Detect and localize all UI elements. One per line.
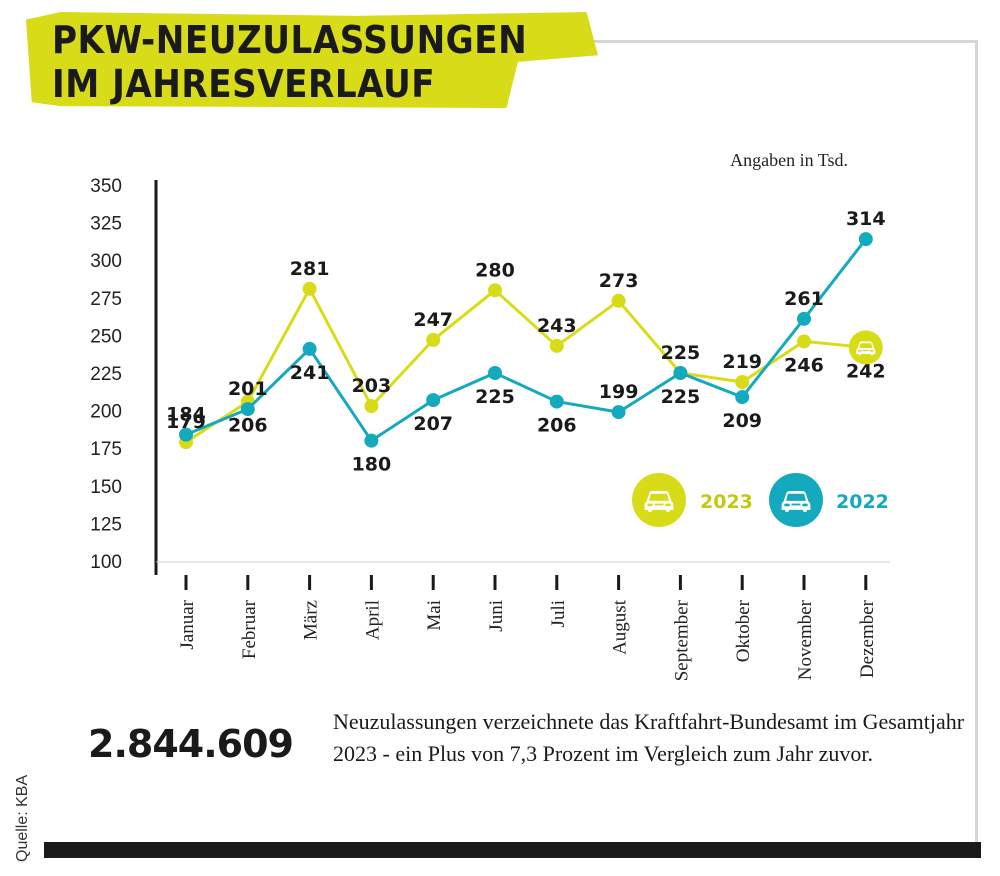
unit-note: Angaben in Tsd. (730, 150, 848, 170)
y-tick-label: 275 (90, 289, 122, 310)
title-line-1: PKW-NEUZULASSUNGEN (52, 18, 528, 62)
data-label: 243 (537, 315, 577, 337)
data-point (611, 405, 626, 420)
series-line-2022 (185, 238, 867, 443)
data-label: 199 (599, 381, 639, 403)
data-point (426, 393, 441, 408)
x-tick-label: Mai (424, 600, 445, 631)
x-tick-label: August (610, 599, 631, 655)
x-tick-label: Juli (548, 600, 569, 627)
data-label: 206 (537, 415, 577, 437)
data-label: 184 (166, 404, 206, 426)
y-tick-label: 125 (90, 514, 122, 535)
legend: 2023 2022 (632, 473, 889, 527)
data-point (735, 375, 750, 390)
x-tick-label: April (362, 600, 383, 640)
data-label: 209 (722, 410, 762, 432)
legend-label-2022: 2022 (836, 491, 889, 513)
legend-item-2022: 2022 (769, 473, 889, 527)
data-point (673, 366, 688, 380)
data-label: 201 (228, 378, 268, 400)
data-label: 281 (290, 258, 330, 280)
data-label: 273 (599, 270, 639, 292)
data-label: 280 (475, 259, 515, 281)
y-tick-label: 175 (90, 439, 122, 460)
series-line-2023 (185, 287, 866, 444)
data-label: 241 (290, 362, 330, 384)
y-tick-label: 250 (90, 326, 122, 347)
data-point (549, 394, 564, 409)
x-tick-label: Januar (177, 599, 198, 649)
data-point (240, 402, 255, 417)
legend-label-2023: 2023 (700, 491, 753, 513)
data-label: 207 (413, 413, 453, 435)
series-layer: 179 206 281 203 247 280 243 273 225 219 246 242 184 2… (166, 208, 885, 476)
data-label: 242 (846, 360, 886, 382)
data-point (611, 293, 626, 308)
data-point (364, 399, 379, 414)
y-tick-label: 325 (90, 214, 122, 235)
data-point (488, 283, 502, 298)
x-axis-ticks: Januar Februar März April Mai Juni Juli August S… (177, 575, 878, 681)
total-registrations: 2.844.609 (88, 722, 294, 766)
data-point (735, 390, 750, 405)
x-tick-label: Februar (239, 599, 260, 659)
data-label: 225 (661, 386, 701, 408)
bottom-bar (44, 842, 981, 858)
data-point (797, 334, 811, 349)
chart-title: PKW-NEUZULASSUNGEN IM JAHRESVERLAUF (52, 18, 527, 106)
data-point (302, 341, 317, 356)
data-label: 180 (352, 454, 392, 476)
source-note: Quelle: KBA (14, 774, 31, 862)
y-tick-label: 200 (90, 402, 122, 423)
data-point (858, 232, 873, 247)
data-point (302, 281, 317, 296)
x-tick-label: Juni (486, 600, 507, 632)
y-tick-label: 150 (90, 477, 122, 498)
data-point (426, 332, 441, 347)
y-tick-label: 100 (90, 552, 122, 573)
y-tick-label: 350 (90, 176, 122, 197)
summary-description: Neuzulassungen verzeichnete das Kraftfah… (333, 709, 965, 766)
data-label: 225 (661, 342, 701, 364)
data-label: 219 (722, 351, 762, 373)
title-highlight (26, 12, 598, 108)
x-tick-label: März (301, 600, 322, 640)
data-label: 179 (166, 411, 206, 433)
y-tick-label: 300 (90, 251, 122, 272)
data-label: 206 (228, 415, 268, 437)
data-point (797, 311, 811, 326)
data-point (488, 366, 502, 380)
y-tick-label: 225 (90, 364, 122, 385)
line-chart: 100 125 150 175 200 225 250 275 300 325 350 Januar… (90, 150, 890, 681)
x-tick-label: September (671, 599, 692, 681)
series-2022 (179, 232, 873, 448)
title-line-2: IM JAHRESVERLAUF (52, 62, 436, 106)
legend-item-2023: 2023 (632, 473, 753, 527)
x-tick-label: Oktober (733, 599, 754, 662)
data-label: 225 (475, 386, 515, 408)
data-label: 247 (413, 309, 453, 331)
x-tick-label: November (795, 599, 816, 680)
data-label: 261 (784, 288, 824, 310)
data-label: 246 (784, 354, 824, 376)
data-point (179, 427, 193, 442)
x-tick-label: Dezember (857, 599, 878, 678)
data-label: 203 (352, 375, 392, 397)
data-point (549, 338, 564, 353)
data-label: 314 (846, 208, 886, 230)
y-axis-ticks: 100 125 150 175 200 225 250 275 300 325 350 (90, 176, 122, 573)
data-point (364, 433, 379, 448)
